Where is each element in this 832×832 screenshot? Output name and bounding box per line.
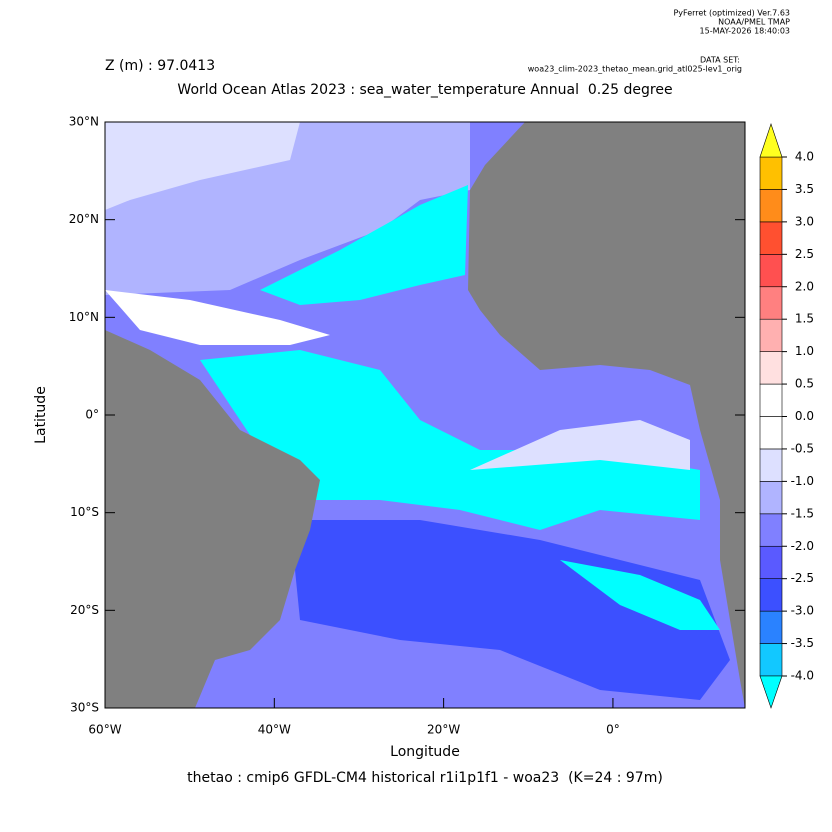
dataset: woa23_clim-2023_thetao_mean.grid_atl025-… [528, 65, 742, 74]
footer: thetao : cmip6 GFDL-CM4 historical r1i1p… [187, 770, 663, 786]
colorbar-label: -0.5 [791, 441, 814, 455]
ocean-zone [560, 560, 720, 630]
software: PyFerret (optimized) Ver.7.63 [673, 9, 790, 18]
y-tick-label: 30°N [69, 115, 99, 129]
colorbar-bin [759, 481, 783, 515]
colorbar-label: -3.0 [791, 604, 814, 618]
org: NOAA/PMEL TMAP [718, 18, 790, 27]
colorbar-bin [759, 383, 783, 417]
colorbar-label: 2.5 [795, 247, 814, 261]
depth-label: Z (m) : 97.0413 [105, 58, 215, 74]
colorbar-bin [759, 351, 783, 385]
colorbar-label: -3.5 [791, 636, 814, 650]
ocean-zone [105, 290, 330, 345]
colorbar-bin [759, 448, 783, 482]
y-tick-label: 30°S [70, 701, 99, 715]
ocean-zone [105, 122, 300, 210]
ocean-zone [470, 420, 690, 470]
colorbar-bin [759, 286, 783, 320]
x-tick-label: 20°W [427, 723, 460, 737]
colorbar-bin [759, 513, 783, 547]
colorbar-over [759, 123, 783, 158]
date: 15-MAY-2026 18:40:03 [700, 27, 790, 36]
colorbar-bin [759, 156, 783, 190]
colorbar-label: 4.0 [795, 150, 814, 164]
colorbar-label: 1.5 [795, 312, 814, 326]
colorbar-bin [759, 189, 783, 223]
colorbar-bin [759, 643, 783, 677]
y-tick-label: 10°S [70, 505, 99, 519]
ocean-zone [260, 185, 468, 305]
colorbar-label: -2.0 [791, 539, 814, 553]
y-tick-label: 20°S [70, 603, 99, 617]
land [468, 122, 745, 708]
colorbar-label: -2.5 [791, 571, 814, 585]
colorbar-label: -1.0 [791, 474, 814, 488]
y-tick-label: 10°N [69, 310, 99, 324]
colorbar-bin [759, 254, 783, 288]
colorbar-bin [759, 416, 783, 450]
ocean-zone [290, 520, 730, 700]
colorbar-under [759, 675, 783, 709]
colorbar-label: -1.5 [791, 506, 814, 520]
title: World Ocean Atlas 2023 : sea_water_tempe… [177, 82, 672, 98]
colorbar-label: 0.0 [795, 409, 814, 423]
x-tick-label: 0° [606, 723, 620, 737]
dataset-label: DATA SET: [700, 56, 740, 65]
land [105, 330, 320, 708]
colorbar-label: -4.0 [791, 669, 814, 683]
y-axis-label: Latitude [33, 386, 49, 444]
y-tick-label: 0° [85, 408, 99, 422]
y-tick-label: 20°N [69, 212, 99, 226]
colorbar-bin [759, 578, 783, 612]
colorbar-label: 2.0 [795, 279, 814, 293]
ocean-zone [200, 350, 700, 530]
colorbar-bin [759, 221, 783, 255]
x-axis-label: Longitude [390, 744, 460, 760]
colorbar-label: 0.5 [795, 377, 814, 391]
x-tick-label: 60°W [88, 723, 121, 737]
colorbar-label: 1.0 [795, 344, 814, 358]
map-field [104, 121, 746, 709]
colorbar-label: 3.0 [795, 214, 814, 228]
x-tick-label: 40°W [258, 723, 291, 737]
colorbar-bin [759, 318, 783, 352]
colorbar-bin [759, 610, 783, 644]
colorbar-bin [759, 545, 783, 579]
colorbar-label: 3.5 [795, 182, 814, 196]
